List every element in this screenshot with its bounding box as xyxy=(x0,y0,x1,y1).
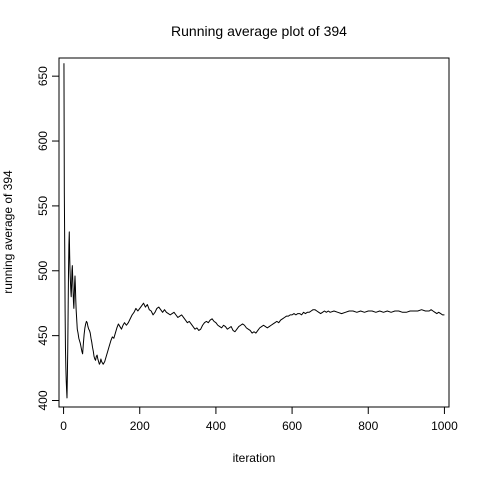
y-tick-label: 650 xyxy=(36,66,50,86)
y-axis: 400 450 500 550 600 650 xyxy=(36,66,59,411)
x-axis: 0 200 400 600 800 1000 xyxy=(60,407,458,433)
x-tick-label: 400 xyxy=(206,419,226,433)
y-tick-label: 400 xyxy=(36,390,50,410)
running-average-line xyxy=(63,63,445,399)
x-axis-label: iteration xyxy=(233,451,276,465)
plot-frame xyxy=(58,57,450,408)
x-tick-label: 0 xyxy=(60,419,67,433)
x-tick-label: 600 xyxy=(282,419,302,433)
chart-title: Running average plot of 394 xyxy=(171,23,347,39)
x-tick-label: 200 xyxy=(130,419,150,433)
y-tick-label: 500 xyxy=(36,260,50,280)
x-tick-label: 1000 xyxy=(431,419,458,433)
y-tick-label: 450 xyxy=(36,325,50,345)
y-axis-label: running average of 394 xyxy=(1,170,15,294)
y-tick-label: 550 xyxy=(36,196,50,216)
x-tick-label: 800 xyxy=(358,419,378,433)
y-tick-label: 600 xyxy=(36,131,50,151)
